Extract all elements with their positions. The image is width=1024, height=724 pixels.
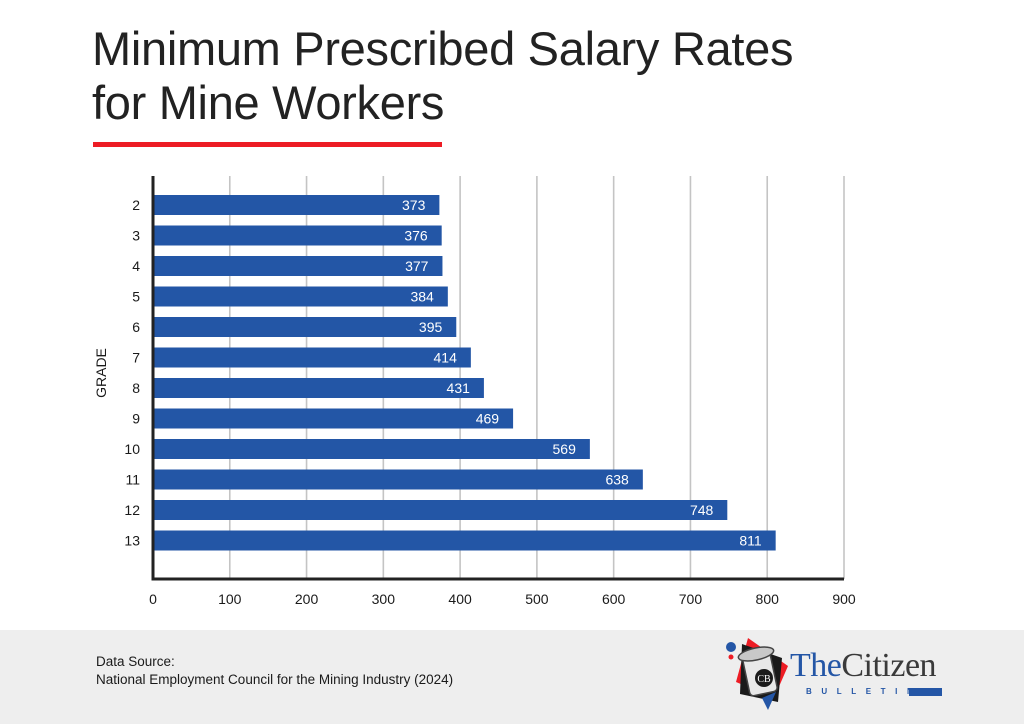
- x-tick-label: 400: [448, 591, 472, 607]
- y-tick-label: 4: [132, 258, 140, 274]
- bar-chart: 373 376 377 384 395 414 431 469 569 638 748 811 0 10…: [93, 176, 856, 607]
- bar-value-label: 811: [739, 533, 762, 549]
- logo-word-the: The: [790, 647, 842, 684]
- y-tick-label: 8: [132, 380, 140, 396]
- logo-wordmark: TheCitizen: [790, 647, 937, 684]
- footer: Data Source: National Employment Council…: [0, 630, 1024, 724]
- y-axis-title: GRADE: [93, 348, 109, 398]
- bar-value-label: 469: [476, 411, 500, 427]
- bar-value-label: 748: [690, 502, 714, 518]
- bar-value-label: 414: [434, 350, 458, 366]
- the-citizen-bulletin-logo: CB TheCitizen BULLETIN: [722, 636, 962, 716]
- x-tick-label: 100: [218, 591, 242, 607]
- y-tick-label: 6: [132, 319, 140, 335]
- bar-value-label: 569: [553, 441, 577, 457]
- bar-value-label: 377: [405, 258, 429, 274]
- bars: 373 376 377 384 395 414 431 469 569 638 748 811: [153, 195, 776, 551]
- y-tick-label: 13: [124, 533, 140, 549]
- axes: 0 100 200 300 400 500 600 700 800 900 2 3 4 5 6 7 8 9 10 11…: [124, 176, 856, 607]
- bar: [153, 256, 443, 276]
- x-tick-label: 0: [149, 591, 157, 607]
- bar: [153, 439, 590, 459]
- x-tick-label: 200: [295, 591, 319, 607]
- y-tick-label: 5: [132, 289, 140, 305]
- bar-value-label: 373: [402, 197, 426, 213]
- logo-accent-bar: [909, 688, 942, 696]
- bar: [153, 347, 471, 368]
- x-tick-label: 600: [602, 591, 626, 607]
- bar: [153, 530, 776, 551]
- y-tick-label: 11: [125, 472, 140, 488]
- bar: [153, 195, 440, 215]
- bar-value-label: 431: [447, 380, 471, 396]
- y-tick-label: 10: [124, 441, 140, 457]
- bar: [153, 469, 643, 490]
- title-line-1: Minimum Prescribed Salary Rates: [92, 22, 794, 75]
- logo-word-citizen: Citizen: [841, 647, 937, 684]
- y-tick-label: 9: [132, 411, 140, 427]
- logo-subtitle: BULLETIN: [806, 687, 923, 696]
- x-tick-label: 500: [525, 591, 549, 607]
- y-tick-label: 7: [132, 350, 140, 366]
- bar: [153, 408, 514, 429]
- y-tick-label: 2: [132, 197, 140, 213]
- x-tick-label: 700: [679, 591, 703, 607]
- data-source-text: National Employment Council for the Mini…: [96, 672, 454, 687]
- newspaper-roll-icon: CB: [726, 638, 788, 710]
- x-tick-label: 900: [832, 591, 856, 607]
- bar: [153, 317, 457, 337]
- y-tick-label: 3: [132, 228, 140, 244]
- x-tick-label: 300: [372, 591, 396, 607]
- x-tick-label: 800: [756, 591, 780, 607]
- bar: [153, 286, 448, 307]
- bar: [153, 500, 728, 520]
- bar-value-label: 384: [410, 289, 434, 305]
- title-line-2: for Mine Workers: [92, 76, 445, 129]
- y-tick-label: 12: [124, 502, 140, 518]
- bar: [153, 225, 442, 246]
- logo-badge-text: CB: [757, 674, 771, 685]
- bar-value-label: 376: [404, 228, 428, 244]
- title-underline: [93, 142, 442, 147]
- chart-title: Minimum Prescribed Salary Rates for Mine…: [92, 22, 972, 130]
- bar-value-label: 395: [419, 319, 443, 335]
- data-source-label: Data Source:: [96, 654, 175, 669]
- bar-value-label: 638: [605, 472, 629, 488]
- bar: [153, 378, 484, 398]
